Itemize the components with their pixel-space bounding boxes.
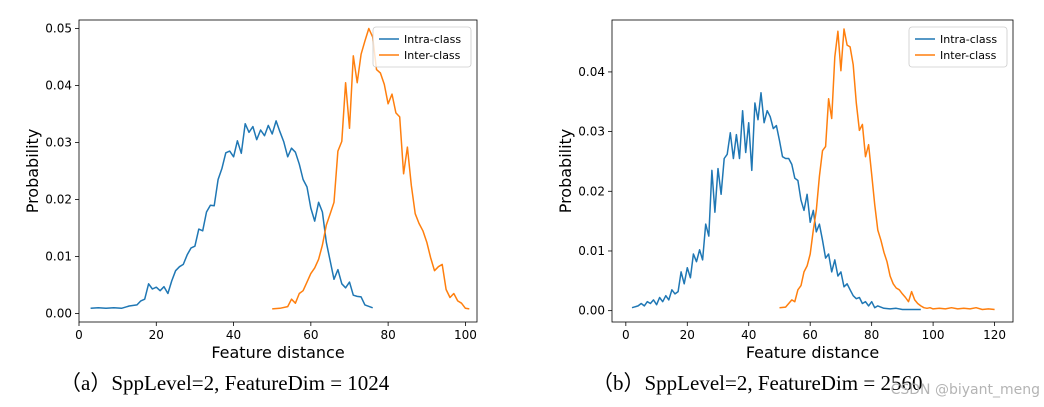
x-tick-label: 100 <box>454 328 477 342</box>
y-tick-label: 0.03 <box>578 125 605 139</box>
legend-box <box>372 26 472 68</box>
y-tick-label: 0.05 <box>45 22 72 36</box>
series-line-inter-class <box>779 28 995 311</box>
x-tick-label: 40 <box>226 328 241 342</box>
x-axis-label: Feature distance <box>211 343 344 362</box>
axes-frame <box>78 19 478 323</box>
y-axis-label: Probability <box>23 129 42 214</box>
x-tick-label: 100 <box>922 328 945 342</box>
legend-label-intra-class: Intra-class <box>940 33 997 46</box>
y-tick-label: 0.02 <box>578 184 605 198</box>
x-tick-label: 0 <box>75 328 83 342</box>
legend-label-inter-class: Inter-class <box>404 49 461 62</box>
x-tick-label: 120 <box>983 328 1006 342</box>
legend-label-intra-class: Intra-class <box>404 33 461 46</box>
x-tick-label: 20 <box>680 328 695 342</box>
legend-box <box>908 26 1008 68</box>
caption-b: （b）SppLevel=2, FeatureDim = 2560 <box>592 371 922 395</box>
chart-a: 0 20 40 60 80 100 0.00 0.01 0.02 0.03 0.04 0.05 Feat… <box>23 19 478 362</box>
y-tick-label: 0.00 <box>578 304 605 318</box>
axes-frame <box>611 19 1014 323</box>
y-tick-label: 0.01 <box>578 244 605 258</box>
y-tick-label: 0.04 <box>578 65 605 79</box>
y-tick-label: 0.02 <box>45 192 72 206</box>
legend-label-inter-class: Inter-class <box>940 49 997 62</box>
y-axis-label: Probability <box>556 129 575 214</box>
x-tick-label: 0 <box>622 328 630 342</box>
y-tick-label: 0.01 <box>45 249 72 263</box>
x-tick-label: 80 <box>380 328 395 342</box>
x-tick-label: 60 <box>803 328 818 342</box>
x-tick-label: 60 <box>303 328 318 342</box>
y-tick-label: 0.03 <box>45 136 72 150</box>
x-tick-label: 20 <box>149 328 164 342</box>
x-tick-label: 40 <box>741 328 756 342</box>
caption-a: （a）SppLevel=2, FeatureDim = 1024 <box>60 371 390 395</box>
series-line-inter-class <box>272 27 470 310</box>
y-tick-label: 0.00 <box>45 306 72 320</box>
legend: Intra-class Inter-class <box>372 26 472 68</box>
x-axis-label: Feature distance <box>746 343 879 362</box>
series-line-intra-class <box>631 92 921 311</box>
x-tick-label: 80 <box>864 328 879 342</box>
chart-b: 0 20 40 60 80 100 120 0.00 0.01 0.02 0.03 0.04 Featu… <box>556 19 1014 362</box>
series-line-intra-class <box>90 120 373 310</box>
y-tick-label: 0.04 <box>45 79 72 93</box>
legend: Intra-class Inter-class <box>908 26 1008 68</box>
watermark-text: CSDN @biyant_meng <box>891 382 1040 398</box>
